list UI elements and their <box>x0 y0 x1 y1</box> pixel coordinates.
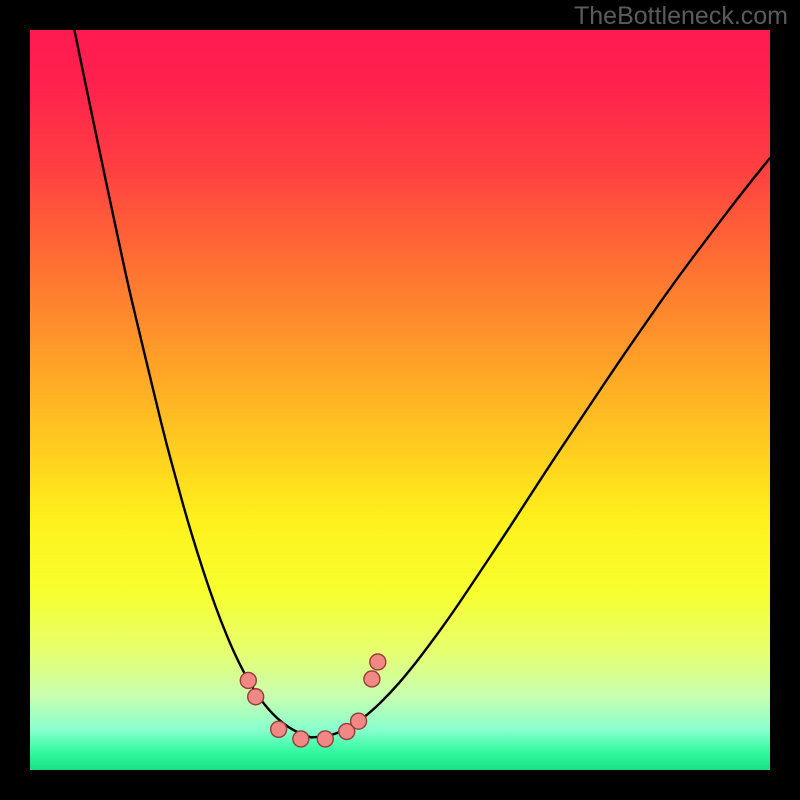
marker-point <box>240 672 256 688</box>
marker-point <box>317 731 333 747</box>
marker-point <box>271 721 287 737</box>
marker-point <box>370 654 386 670</box>
bottleneck-chart-svg: TheBottleneck.com <box>0 0 800 800</box>
marker-point <box>364 671 380 687</box>
marker-point <box>248 689 264 705</box>
marker-point <box>351 713 367 729</box>
plot-background <box>30 30 770 770</box>
marker-point <box>293 731 309 747</box>
watermark-text: TheBottleneck.com <box>574 2 788 30</box>
chart-root: TheBottleneck.com <box>0 0 800 800</box>
